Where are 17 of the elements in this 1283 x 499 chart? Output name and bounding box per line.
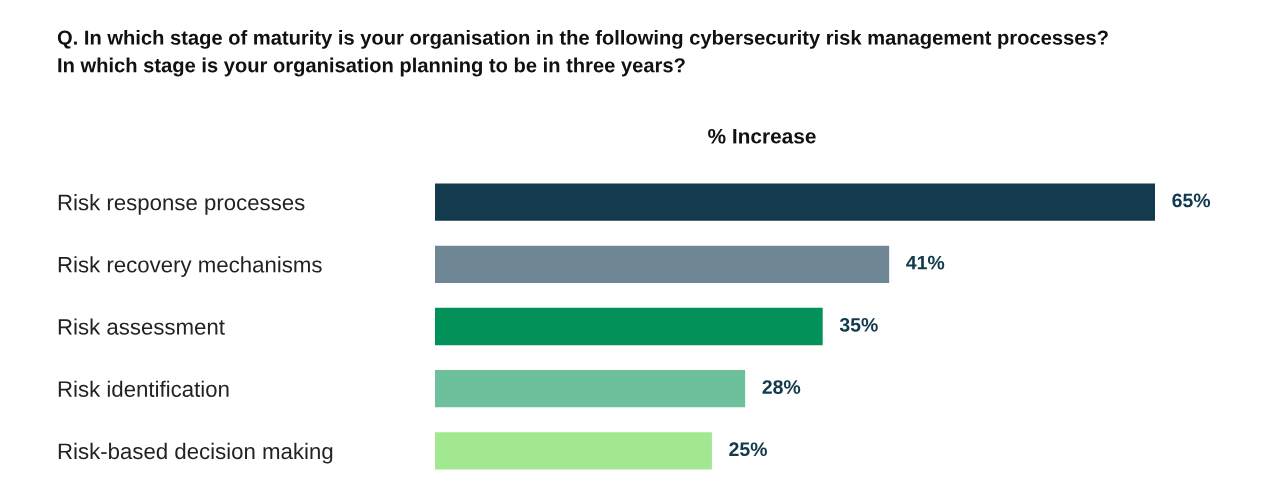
bar [435,307,823,346]
chart-title: Q. In which stage of maturity is your organisation in the following cybersecurity risk management processes? In which stage is your organisation planning to be in three years? [57,30,1108,77]
data-label: 28% [762,380,801,394]
data-label: 41% [906,255,945,270]
bar [435,183,1155,221]
chart-subtitle: % Increase [708,128,816,144]
bar [435,245,890,283]
bar [435,370,746,408]
data-label: 35% [839,317,878,332]
bar [435,432,712,470]
y-tick-label: Risk-based decision making [58,442,333,464]
y-tick-label: Risk assessment [58,318,225,335]
y-tick-label: Risk recovery mechanisms [58,256,322,277]
y-tick-label: Risk response processes [58,194,305,215]
data-label: 25% [729,442,767,457]
y-tick-label: Risk identification [58,380,229,397]
data-label: 65% [1172,193,1211,208]
